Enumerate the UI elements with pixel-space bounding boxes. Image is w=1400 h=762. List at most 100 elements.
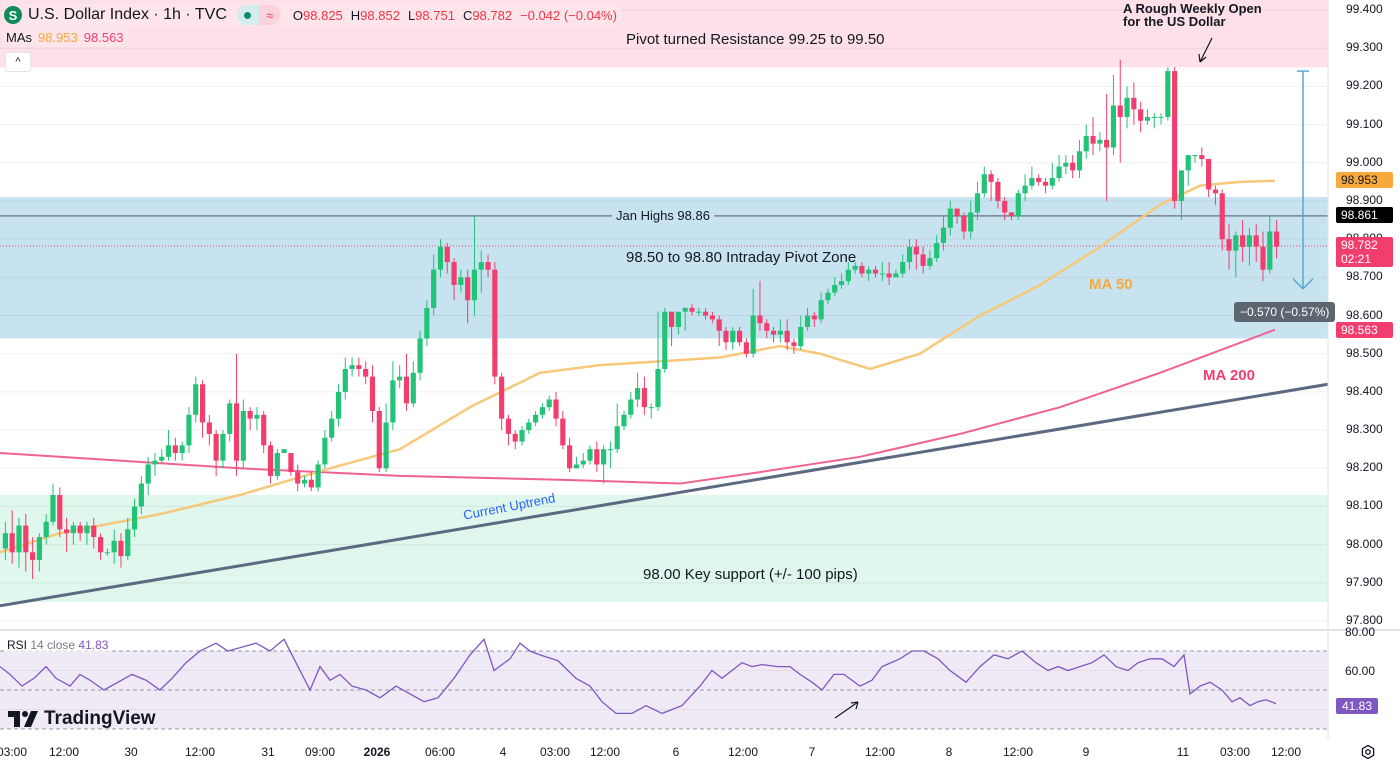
candle-body	[410, 372, 416, 404]
candle-body	[390, 380, 396, 423]
time-axis-label: 12:00	[727, 745, 759, 759]
candle-body	[478, 262, 484, 270]
candle-body	[920, 254, 926, 266]
pivot-zone-label: 98.50 to 98.80 Intraday Pivot Zone	[626, 249, 857, 266]
candle-body	[675, 311, 681, 327]
candle-body	[186, 414, 192, 446]
measure-result-tag: −0.570 (−0.57%)	[1234, 302, 1336, 322]
candle-body	[852, 265, 858, 270]
settings-icon[interactable]	[1360, 744, 1376, 760]
candle-body	[696, 311, 702, 313]
candle-body	[1022, 185, 1028, 194]
candle-body	[913, 246, 919, 255]
candle-body	[111, 540, 117, 553]
candle-body	[838, 281, 845, 285]
candle-body	[471, 269, 478, 301]
rsi-axis-80: 80.00	[1345, 625, 1376, 639]
candle-body	[267, 445, 274, 476]
candle-body	[23, 525, 29, 553]
candle-body	[1117, 105, 1123, 117]
candle-body	[322, 437, 328, 465]
price-axis-label: 97.800	[1346, 613, 1383, 628]
candle-body	[485, 262, 491, 270]
candle-body	[988, 174, 994, 182]
symbol-title[interactable]: U.S. Dollar Index · 1h · TVC	[28, 6, 227, 23]
candle-body	[940, 227, 947, 243]
ma-legend-row[interactable]: MAs 98.953 98.563	[2, 28, 128, 47]
candle-body	[621, 414, 627, 427]
chevron-up-icon: ^	[15, 56, 21, 68]
time-axis-label: 03:00	[0, 745, 28, 759]
ma-indicator-label: MAs	[6, 30, 32, 45]
candle-body	[1192, 155, 1198, 157]
time-axis-label: 12:00	[1002, 745, 1034, 759]
candle-body	[1212, 189, 1219, 194]
weekly-open-note: A Rough Weekly Open for the US Dollar	[1123, 1, 1262, 29]
candle-body	[1267, 231, 1273, 270]
candle-body	[1056, 166, 1062, 179]
candle-body	[9, 533, 15, 553]
candle-body	[560, 418, 566, 446]
candle-body	[70, 525, 76, 534]
countdown-timer: 02:21	[1341, 252, 1372, 266]
candle-body	[954, 208, 960, 217]
candle-body	[832, 284, 838, 293]
candle-body	[709, 315, 715, 320]
price-axis-label: 98.500	[1346, 345, 1383, 360]
candle-body	[662, 311, 668, 369]
candle-body	[1165, 71, 1171, 117]
candle-body	[492, 269, 498, 377]
collapse-legend-button[interactable]: ^	[5, 52, 31, 72]
candle-body	[886, 273, 892, 278]
candle-body	[1097, 139, 1103, 144]
candle-body	[281, 449, 287, 454]
tradingview-logo[interactable]: TradingView	[8, 708, 156, 730]
candle-body	[77, 525, 83, 534]
candle-body	[533, 414, 539, 423]
candle-body	[934, 242, 940, 259]
candle-body	[444, 246, 450, 263]
rsi-legend-value: 41.83	[78, 638, 109, 652]
candle-body	[145, 464, 151, 484]
candle-body	[417, 338, 423, 373]
support-zone-label: 98.00 Key support (+/- 100 pips)	[643, 566, 858, 583]
candle-body	[607, 449, 613, 451]
uptrend-trendline	[0, 382, 1329, 608]
price-axis-label: 98.000	[1346, 536, 1383, 551]
candle-body	[1144, 116, 1151, 121]
price-axis-label: 98.100	[1346, 498, 1383, 513]
candle-body	[1063, 162, 1069, 167]
zone-key-support	[0, 495, 1328, 602]
candle-body	[981, 174, 987, 194]
time-axis-label: 6	[672, 745, 680, 759]
candle-body	[669, 311, 675, 327]
candle-body	[131, 506, 138, 530]
candle-body	[84, 525, 90, 534]
candle-body	[397, 376, 403, 381]
weekly-open-arrow-icon	[1198, 37, 1213, 63]
candle-body	[825, 292, 831, 301]
ma50-label: MA 50	[1089, 276, 1133, 293]
tradingview-logo-icon	[8, 711, 38, 727]
market-status-pill[interactable]: ≈	[236, 5, 281, 25]
candle-body	[329, 418, 335, 438]
measure-arrowhead	[1292, 278, 1314, 290]
candle-body	[97, 537, 104, 553]
price-tag: 98.563	[1336, 322, 1393, 338]
candle-body	[539, 407, 546, 415]
candle-body	[628, 399, 634, 415]
candle-body	[1124, 97, 1130, 117]
candle-body	[866, 269, 872, 274]
candle-body	[648, 407, 654, 409]
candle-body	[206, 422, 212, 434]
candle-body	[199, 384, 206, 423]
open-value: 98.825	[303, 7, 343, 23]
candle-body	[451, 262, 457, 285]
candle-body	[403, 376, 410, 404]
candle-body	[1076, 151, 1083, 171]
rsi-legend[interactable]: RSI 14 close 41.83	[5, 638, 111, 652]
candle-body	[580, 460, 586, 465]
candle-body	[465, 277, 471, 301]
candle-body	[798, 326, 804, 347]
